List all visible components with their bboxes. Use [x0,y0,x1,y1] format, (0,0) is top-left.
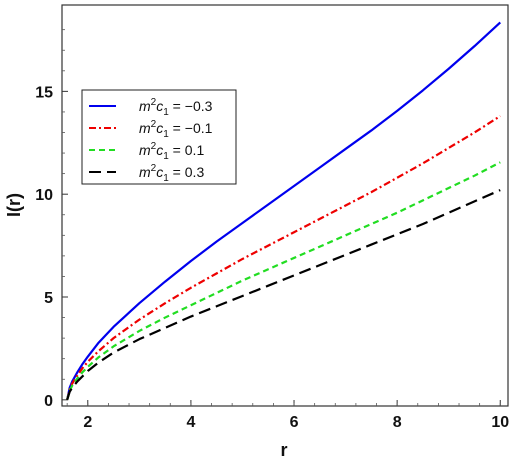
legend-sub: 1 [163,173,169,184]
legend-sub: 1 [163,151,169,162]
y-tick-label: 5 [44,290,53,307]
y-tick-label: 10 [35,187,53,204]
legend-sup: 2 [151,97,157,108]
legend-value: −0.1 [185,120,213,136]
series-layer [66,21,502,401]
legend-m: m [139,98,151,114]
legend-sup: 2 [151,119,157,130]
legend-sub: 1 [163,107,169,118]
series-line-1 [66,21,502,401]
legend-c: c [156,142,163,158]
legend-value: 0.1 [185,142,205,158]
x-axis-label: r [280,440,287,460]
legend-sub: 1 [163,129,169,140]
series-line-4 [66,189,501,401]
legend-sup: 2 [151,163,157,174]
legend-value: 0.3 [185,164,205,180]
legend-entry-3: m2c1 = 0.1 [139,141,204,162]
x-tick-label: 6 [290,414,299,431]
legend-sup: 2 [151,141,157,152]
legend-m: m [139,142,151,158]
legend-eq: = [169,142,185,158]
y-axis-label: I(r) [4,193,24,217]
legend-c: c [156,98,163,114]
series-line-2 [66,115,501,401]
x-axis-ticks: 2 4 6 8 10 [66,400,509,431]
legend-m: m [139,164,151,180]
y-tick-label: 15 [35,84,53,101]
y-tick-label: 0 [44,393,53,410]
legend-entry-1: m2c1 = −0.3 [139,97,213,118]
legend-eq: = [169,120,185,136]
series-line-3 [66,161,501,401]
legend-eq: = [169,164,185,180]
plot-frame [61,4,509,407]
legend-m: m [139,120,151,136]
x-tick-label: 10 [491,414,509,431]
x-tick-label: 4 [186,414,195,431]
legend-c: c [156,164,163,180]
legend-entry-2: m2c1 = −0.1 [139,119,213,140]
x-tick-label: 8 [393,414,402,431]
legend-value: −0.3 [185,98,213,114]
legend-eq: = [169,98,185,114]
y-axis-ticks: 0 5 10 15 [35,29,68,410]
x-tick-label: 2 [83,414,92,431]
legend-entry-4: m2c1 = 0.3 [139,163,204,184]
legend-c: c [156,120,163,136]
